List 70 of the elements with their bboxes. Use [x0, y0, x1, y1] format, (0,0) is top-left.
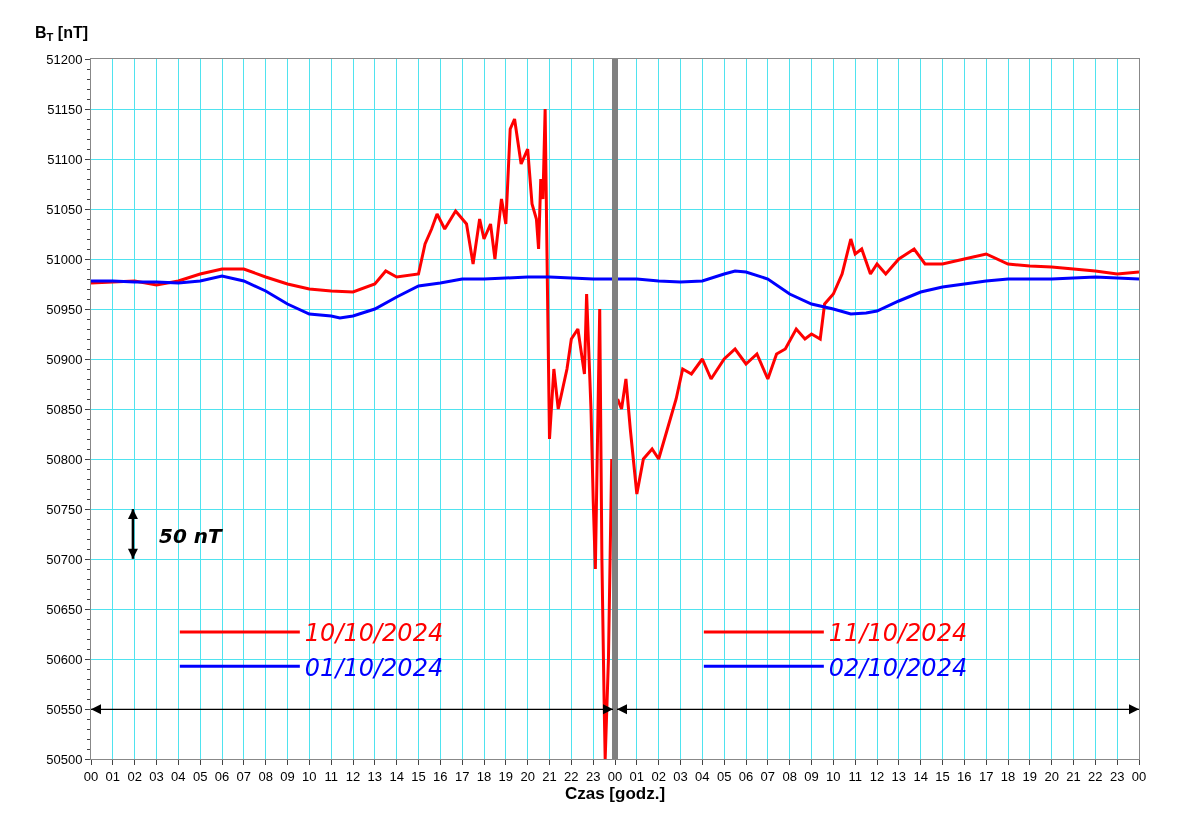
x-axis-title: Czas [godz.]	[564, 784, 666, 803]
x-tick-label: 03	[673, 768, 688, 784]
x-tick-label: 05	[716, 768, 732, 784]
x-tick-label: 06	[738, 768, 754, 784]
y-tick-label: 50500	[46, 751, 83, 767]
x-tick-label: 17	[454, 768, 470, 784]
y-tick-label: 50650	[46, 601, 83, 617]
x-tick-label: 20	[1044, 768, 1059, 784]
x-tick-label: 10	[826, 768, 841, 784]
x-tick-label: 13	[367, 768, 383, 784]
x-tick-label: 04	[695, 768, 710, 784]
line-series	[616, 269, 1139, 316]
x-tick-label: 07	[760, 768, 776, 784]
y-tick-label: 50900	[46, 351, 83, 367]
x-tick-label: 07	[236, 768, 252, 784]
x-tick-label: 22	[1088, 768, 1103, 784]
y-tick-label: 51100	[47, 151, 83, 167]
y-tick-label: 50600	[46, 651, 83, 667]
y-tick-label: 50550	[46, 701, 83, 717]
x-tick-label: 23	[1109, 768, 1125, 784]
x-tick-label: 02	[127, 768, 142, 784]
x-tick-label: 19	[1022, 768, 1038, 784]
x-tick-label: 16	[433, 768, 448, 784]
x-tick-label: 17	[978, 768, 994, 784]
x-tick-label: 00	[607, 768, 623, 784]
x-tick-label: 22	[564, 768, 579, 784]
y-tick-label: 50750	[46, 501, 83, 517]
x-tick-label: 01	[105, 768, 121, 784]
x-tick-label: 03	[149, 768, 164, 784]
x-tick-label: 21	[542, 768, 557, 784]
x-tick-label: 19	[498, 768, 514, 784]
line-series	[616, 237, 1139, 496]
x-tick-label: 14	[389, 768, 404, 784]
y-axis-title: B$_{T}$ [nT]	[35, 24, 89, 44]
y-tick-label: 51200	[46, 51, 83, 67]
x-tick-label: 11	[848, 768, 862, 784]
x-tick-label: 05	[192, 768, 208, 784]
x-tick-label: 20	[520, 768, 535, 784]
x-tick-label: 10	[302, 768, 317, 784]
x-tick-label: 15	[411, 768, 426, 784]
x-tick-label: 11	[324, 768, 338, 784]
y-tick-label: 50850	[46, 401, 83, 417]
x-tick-label: 16	[957, 768, 972, 784]
x-tick-label: 06	[214, 768, 230, 784]
x-tick-label: 12	[345, 768, 361, 784]
x-tick-label: 21	[1066, 768, 1081, 784]
x-tick-label: 00	[1131, 768, 1147, 784]
x-tick-label: 09	[804, 768, 819, 784]
y-tick-label: 50700	[46, 551, 83, 567]
x-tick-label: 13	[891, 768, 907, 784]
y-tick-label: 50800	[46, 451, 83, 467]
x-tick-label: 02	[651, 768, 666, 784]
y-tick-label: 51000	[46, 251, 83, 267]
y-tick-label: 51150	[47, 101, 83, 117]
x-tick-label: 08	[782, 768, 797, 784]
x-tick-label: 04	[171, 768, 186, 784]
x-tick-label: 00	[83, 768, 99, 784]
x-tick-label: 18	[1000, 768, 1016, 784]
x-tick-label: 09	[280, 768, 295, 784]
x-tick-label: 23	[585, 768, 601, 784]
line-series	[91, 107, 614, 759]
x-tick-label: 14	[913, 768, 928, 784]
y-tick-label: 51050	[46, 201, 83, 217]
line-series	[91, 274, 614, 320]
x-tick-label: 18	[476, 768, 492, 784]
x-tick-label: 15	[935, 768, 950, 784]
x-tick-label: 12	[869, 768, 885, 784]
x-tick-label: 01	[629, 768, 645, 784]
x-tick-label: 08	[258, 768, 273, 784]
y-tick-label: 50950	[46, 301, 83, 317]
